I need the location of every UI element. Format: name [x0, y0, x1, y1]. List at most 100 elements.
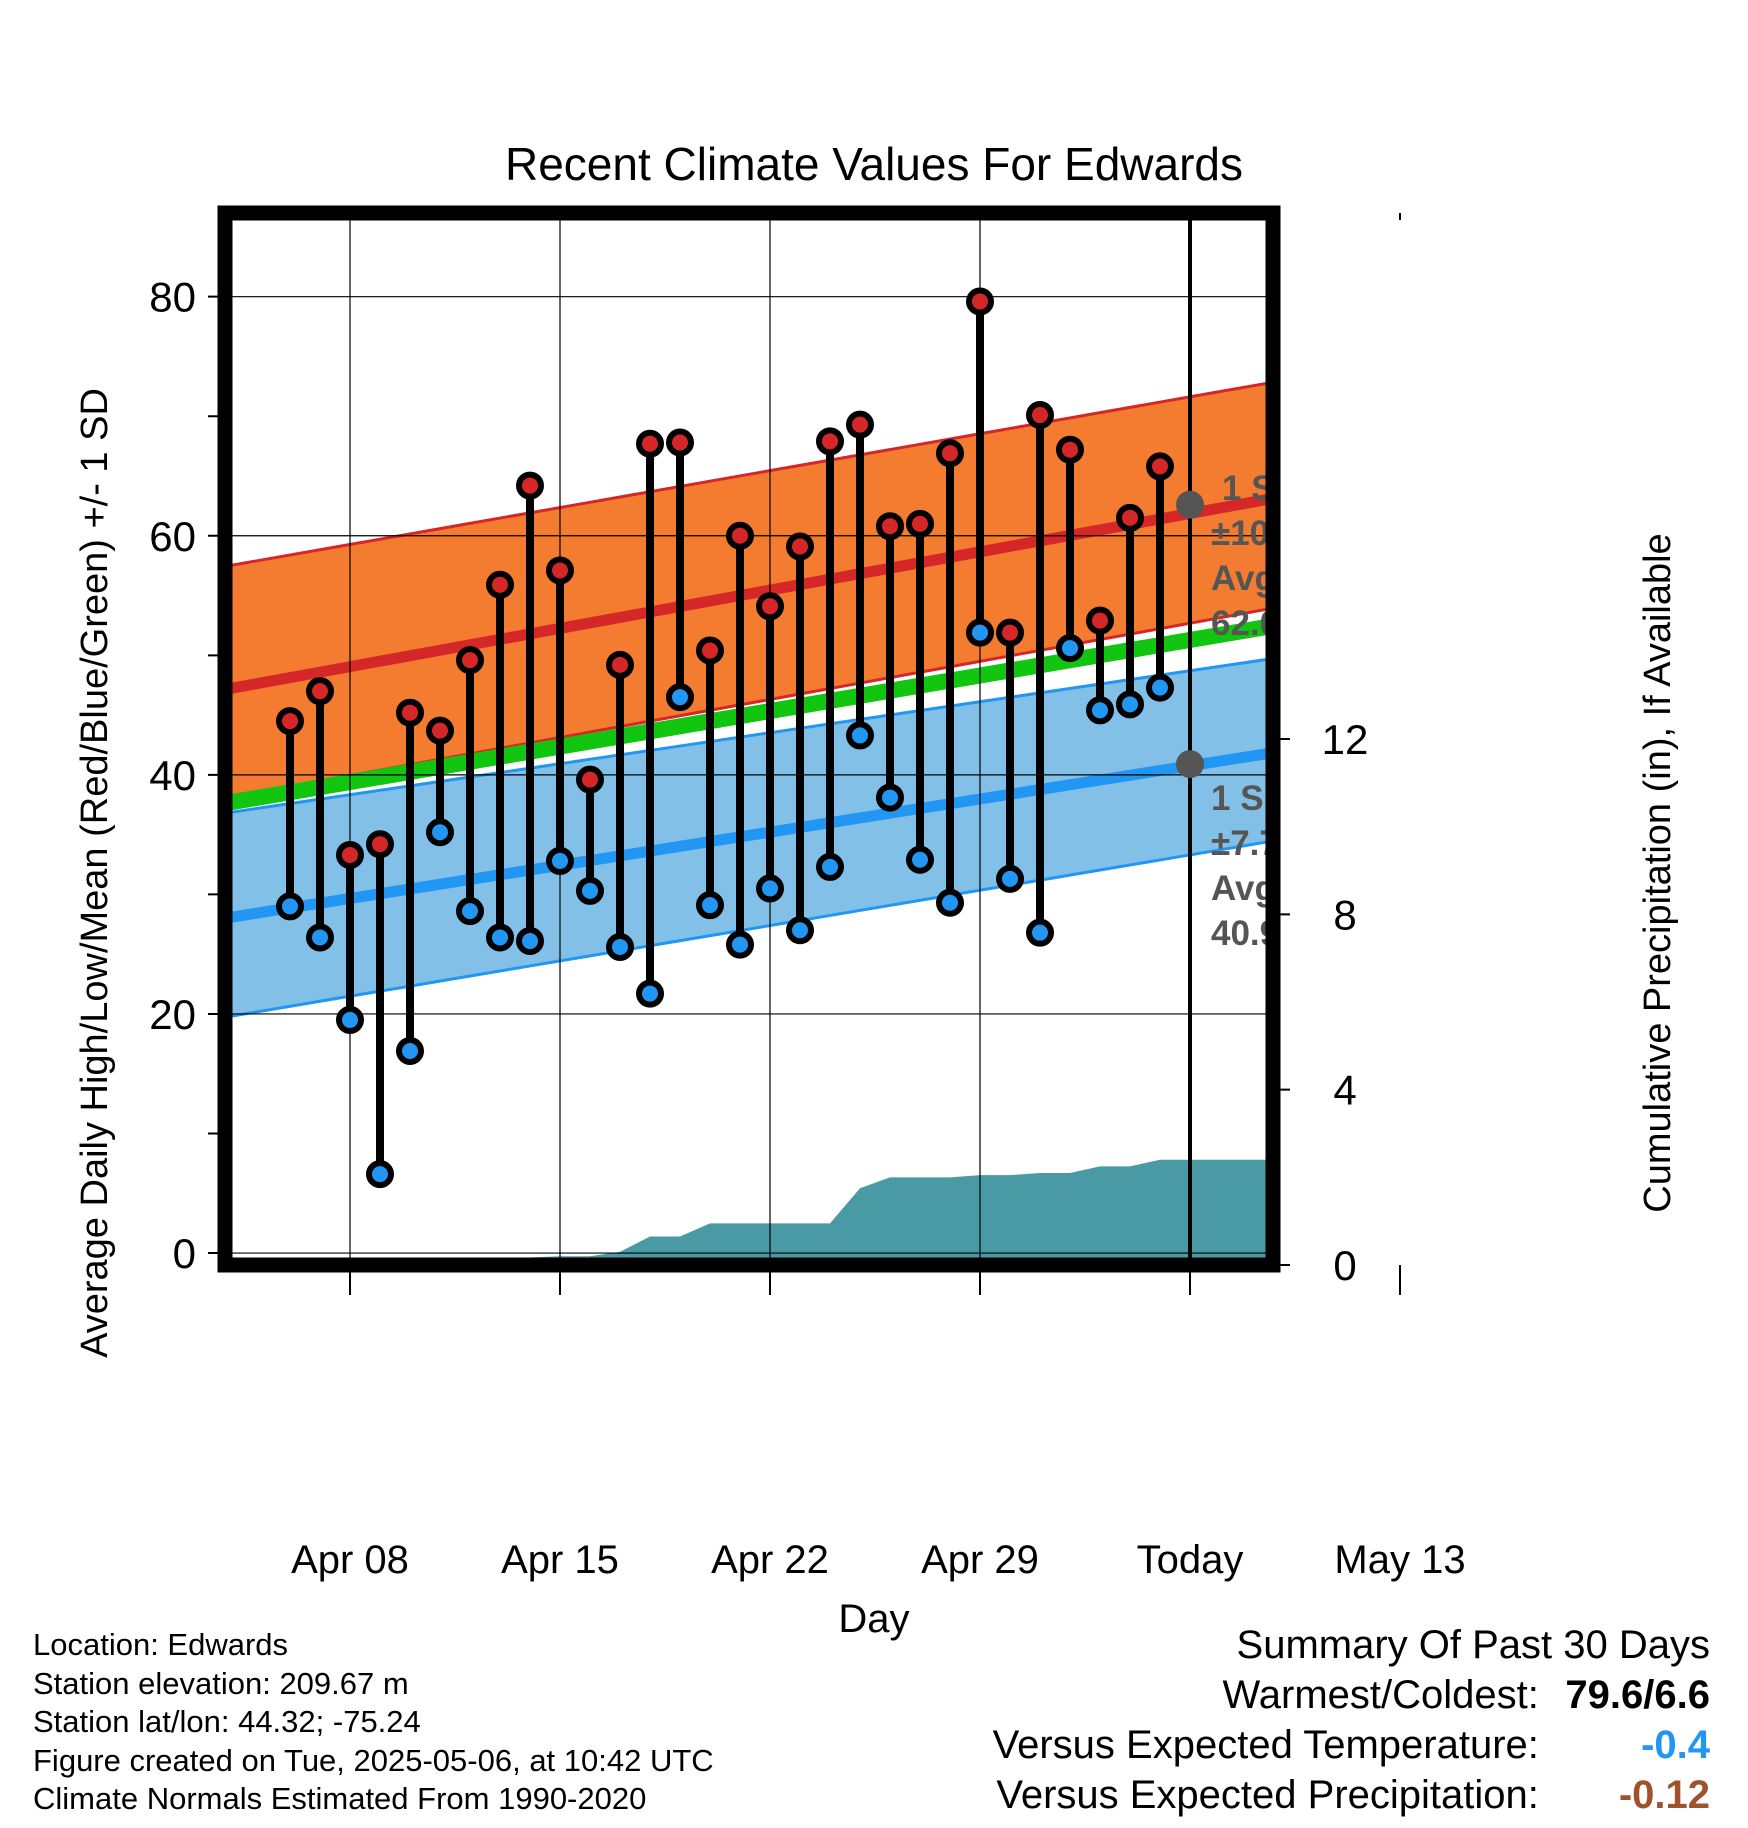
x-tick-label: Apr 29 [921, 1538, 1039, 1582]
low-point [276, 892, 304, 921]
low-point [1116, 690, 1144, 719]
y2-tick-label: 12 [1322, 716, 1369, 763]
summary-panel: Summary Of Past 30 Days Warmest/Coldest:… [993, 1620, 1710, 1820]
high-point [936, 439, 964, 468]
low-point [1086, 696, 1114, 725]
low-avg-label: Avg: [1211, 869, 1287, 908]
high-point [816, 427, 844, 456]
low-sd-value: ±7.7°F [1211, 824, 1314, 863]
y2-tick-label: 4 [1333, 1067, 1356, 1114]
high-point [726, 521, 754, 550]
low-point [846, 721, 874, 750]
warm-cold-value: 79.6/6.6 [1565, 1673, 1710, 1717]
high-point [966, 287, 994, 316]
high-point [696, 636, 724, 665]
low-point [1026, 918, 1054, 947]
normals-text: Climate Normals Estimated From 1990-2020 [33, 1781, 647, 1816]
plot-area: 1 SD: ±10°F Avg: 62.6°F 1 SD: ±7.7°F Avg: 40.9°… [225, 213, 1315, 1463]
low-point [786, 916, 814, 945]
y-tick-label: 40 [149, 752, 196, 799]
plot-content: 1 SD: ±10°F Avg: 62.6°F 1 SD: ±7.7°F Avg: 40.9°… [225, 213, 1315, 1463]
temp-row: Versus Expected Temperature: -0.4 [993, 1720, 1710, 1770]
y-tick-label: 20 [149, 991, 196, 1038]
elevation-text: Station elevation: 209.67 m [33, 1665, 409, 1701]
summary-title: Summary Of Past 30 Days [1236, 1623, 1710, 1667]
precip-label: Versus Expected Precipitation: [996, 1773, 1539, 1817]
low-sd-label: 1 SD: [1211, 779, 1300, 818]
high-point [996, 618, 1024, 647]
warm-cold-row: Warmest/Coldest: 79.6/6.6 [993, 1670, 1711, 1720]
high-point [336, 840, 364, 869]
x-tick-label: Apr 08 [291, 1538, 409, 1582]
low-point [336, 1005, 364, 1034]
low-point [696, 891, 724, 920]
x-tick-label: Today [1137, 1538, 1244, 1582]
low-point [546, 846, 574, 875]
low-point [516, 927, 544, 956]
low-point [966, 618, 994, 647]
high-point [306, 677, 334, 706]
precip-area [225, 1159, 1273, 1265]
low-point [1056, 634, 1084, 663]
high-point [756, 592, 784, 621]
high-avg-value: 62.6°F [1211, 604, 1315, 643]
chart-title: Recent Climate Values For Edwards [505, 138, 1243, 190]
high-point [366, 830, 394, 859]
high-point [876, 512, 904, 541]
high-sd-label: 1 SD: [1222, 469, 1311, 508]
high-point [546, 556, 574, 585]
high-point [636, 429, 664, 458]
y-tick-label: 0 [173, 1230, 196, 1277]
y2-tick-label: 0 [1333, 1242, 1356, 1289]
low-point [576, 876, 604, 905]
low-point [726, 930, 754, 959]
high-point [906, 509, 934, 538]
low-point [936, 888, 964, 917]
high-point [396, 698, 424, 727]
high-avg-today-dot [1176, 490, 1204, 519]
low-point [996, 864, 1024, 893]
high-point [786, 532, 814, 561]
high-point [1116, 503, 1144, 532]
location-text: Location: Edwards [33, 1627, 289, 1662]
low-avg-value: 40.9°F [1211, 914, 1315, 953]
x-tick-label: May 13 [1334, 1538, 1465, 1582]
y-tick-label: 60 [149, 513, 196, 560]
low-point [876, 783, 904, 812]
x-axis-label: Day [838, 1597, 909, 1641]
low-point [366, 1160, 394, 1189]
high-point [1146, 452, 1174, 481]
precip-row: Versus Expected Precipitation: -0.12 [993, 1770, 1710, 1820]
station-info: Location: Edwards Station elevation: 209… [33, 1626, 714, 1819]
high-point [576, 765, 604, 794]
axes: 0 20 40 60 80 0 4 8 12 Apr 08 Apr 15 Apr 22 Apr 29 To… [149, 205, 1466, 1582]
low-point [906, 845, 934, 874]
x-tick-label: Apr 15 [501, 1538, 619, 1582]
low-point [816, 852, 844, 881]
x-tick-label: Apr 22 [711, 1538, 829, 1582]
high-point [486, 570, 514, 599]
y-tick-label: 80 [149, 274, 196, 321]
low-point [396, 1037, 424, 1066]
low-point [486, 923, 514, 952]
high-point [606, 650, 634, 679]
low-point [606, 933, 634, 962]
temp-value: -0.4 [1641, 1723, 1710, 1767]
warm-cold-label: Warmest/Coldest: [1222, 1673, 1539, 1717]
low-point [1146, 673, 1174, 702]
high-point [1056, 435, 1084, 464]
high-point [1086, 606, 1114, 635]
low-point [666, 683, 694, 712]
days-label-number: 30 [1205, 1379, 1244, 1418]
days-label-text: Days [1205, 1424, 1289, 1463]
high-sd-value: ±10°F [1211, 514, 1305, 553]
high-point [426, 716, 454, 745]
low-point [756, 874, 784, 903]
low-point [456, 897, 484, 926]
high-point [456, 646, 484, 675]
created-text: Figure created on Tue, 2025-05-06, at 10… [33, 1742, 714, 1778]
high-point [276, 707, 304, 736]
low-point [306, 923, 334, 952]
high-point [1026, 401, 1054, 430]
